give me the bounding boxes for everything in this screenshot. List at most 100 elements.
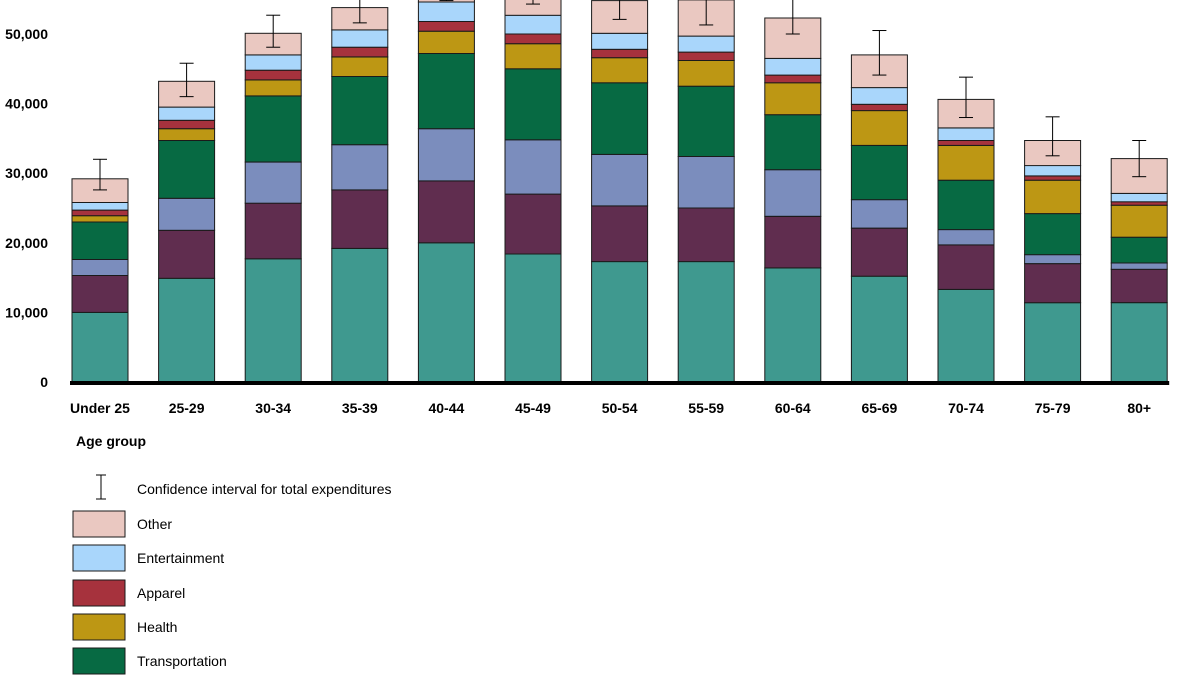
x-tick-label: 55-59 (688, 400, 724, 416)
legend-label: Entertainment (137, 550, 224, 566)
bar-segment-seg6-0 (71, 209, 129, 217)
x-tick-label: 25-29 (169, 400, 205, 416)
legend-label: Transportation (137, 653, 227, 669)
legend-item-0: Confidence interval for total expenditur… (96, 474, 391, 500)
bar-segment-seg2-10 (937, 244, 995, 290)
x-tick-label: 30-34 (255, 400, 291, 416)
error-bar-10 (959, 76, 973, 119)
bar-segment-seg1-8 (764, 267, 822, 383)
bar-segment-seg3-9 (850, 199, 908, 229)
error-bar-8 (785, 0, 800, 35)
bar-segment-seg1-5 (504, 253, 562, 383)
bar-segment-seg1-3 (331, 247, 389, 383)
bar-segment-seg5-12 (1110, 204, 1168, 238)
bar-segment-seg1-11 (1024, 302, 1082, 383)
bar-segment-seg2-12 (1110, 268, 1168, 304)
legend-swatch (72, 544, 126, 572)
bar-segment-seg1-0 (71, 311, 129, 383)
error-bar-11 (1045, 116, 1060, 157)
y-tick-label: 0 (40, 374, 48, 390)
legend: Confidence interval for total expenditur… (72, 474, 391, 675)
bar-segment-seg2-1 (158, 229, 216, 279)
bar-segment-seg2-0 (71, 275, 129, 313)
error-bar-5 (526, 0, 540, 5)
legend-label: Apparel (137, 585, 185, 601)
legend-item-2: Entertainment (72, 544, 224, 572)
bar-segment-seg4-12 (1110, 236, 1168, 264)
x-tick-label: 45-49 (515, 400, 551, 416)
y-axis-ticks: 0 10,000 20,000 30,000 40,000 50,000 (5, 26, 48, 390)
bar-segment-seg1-10 (937, 288, 995, 383)
y-tick-label: 20,000 (5, 235, 48, 251)
bar-segment-seg4-4 (417, 53, 475, 130)
bar-segment-seg6-2 (244, 69, 302, 81)
error-bar-7 (699, 0, 714, 26)
bar-segment-seg1-6 (591, 261, 649, 383)
error-bar-4 (439, 0, 454, 2)
bar-segment-seg5-5 (504, 43, 562, 70)
legend-item-4: Health (72, 613, 177, 641)
x-tick-label: 80+ (1127, 400, 1151, 416)
bar-segment-seg2-2 (244, 202, 302, 260)
bar-segment-seg3-8 (764, 169, 822, 217)
x-tick-label: 50-54 (602, 400, 638, 416)
bar-segment-seg8-7 (677, 0, 735, 37)
bar-segment-seg4-2 (244, 95, 302, 163)
bar-segment-seg5-2 (244, 79, 302, 97)
y-tick-label: 40,000 (5, 96, 48, 112)
x-tick-label: Under 25 (70, 400, 130, 416)
bar-segment-seg6-11 (1024, 175, 1082, 181)
bar-segment-seg3-11 (1024, 254, 1082, 265)
bar-segment-seg7-5 (504, 14, 562, 35)
bar-segment-seg4-8 (764, 114, 822, 171)
bar-segment-seg2-6 (591, 205, 649, 263)
error-bar-9 (872, 30, 887, 76)
bar-segment-seg4-11 (1024, 213, 1082, 256)
bar-segment-seg2-3 (331, 189, 389, 249)
bar-segment-seg1-1 (158, 277, 216, 383)
bar-segment-seg6-4 (417, 21, 475, 32)
legend-label: Confidence interval for total expenditur… (137, 481, 391, 497)
bar-segment-seg3-5 (504, 139, 562, 195)
error-bar-6 (612, 0, 627, 20)
bar-segment-seg3-4 (417, 128, 475, 182)
legend-label: Other (137, 516, 172, 532)
x-tick-label: 75-79 (1035, 400, 1071, 416)
x-tick-label: 40-44 (428, 400, 464, 416)
legend-item-5: Transportation (72, 647, 227, 675)
bar-segment-seg4-9 (850, 144, 908, 201)
y-tick-label: 30,000 (5, 165, 48, 181)
bar-segment-seg2-5 (504, 193, 562, 255)
bar-segment-seg3-3 (331, 144, 389, 191)
bar-segment-seg5-3 (331, 56, 389, 77)
bar-segment-seg3-12 (1110, 262, 1168, 270)
bars-group (71, 0, 1168, 383)
bar-segment-seg1-9 (850, 275, 908, 383)
error-bar-2 (266, 14, 281, 48)
bar-segment-seg6-6 (591, 48, 649, 59)
legend-swatch (72, 647, 126, 675)
bar-segment-seg2-11 (1024, 263, 1082, 304)
bar-segment-seg5-11 (1024, 179, 1082, 215)
bar-segment-seg4-0 (71, 221, 129, 260)
bar-segment-seg5-7 (677, 59, 735, 87)
x-axis-title: Age group (76, 433, 146, 449)
bar-segment-seg5-9 (850, 110, 908, 146)
bar-segment-seg7-9 (850, 87, 908, 105)
error-bar-1 (179, 62, 194, 98)
bar-segment-seg1-4 (417, 242, 475, 383)
bar-segment-seg7-10 (937, 127, 995, 141)
x-tick-label: 60-64 (775, 400, 811, 416)
error-bar-3 (352, 0, 367, 24)
error-bars-group (93, 0, 1147, 191)
bar-segment-seg6-8 (764, 74, 822, 84)
bar-segment-seg7-3 (331, 29, 389, 48)
bar-segment-seg5-0 (71, 215, 129, 223)
bar-segment-seg2-8 (764, 215, 822, 269)
bar-segment-seg8-5 (504, 0, 562, 16)
bar-segment-seg6-10 (937, 140, 995, 146)
bar-segment-seg3-10 (937, 229, 995, 246)
bar-segment-seg1-2 (244, 258, 302, 383)
bar-segment-seg6-9 (850, 103, 908, 112)
bar-segment-seg2-7 (677, 207, 735, 263)
